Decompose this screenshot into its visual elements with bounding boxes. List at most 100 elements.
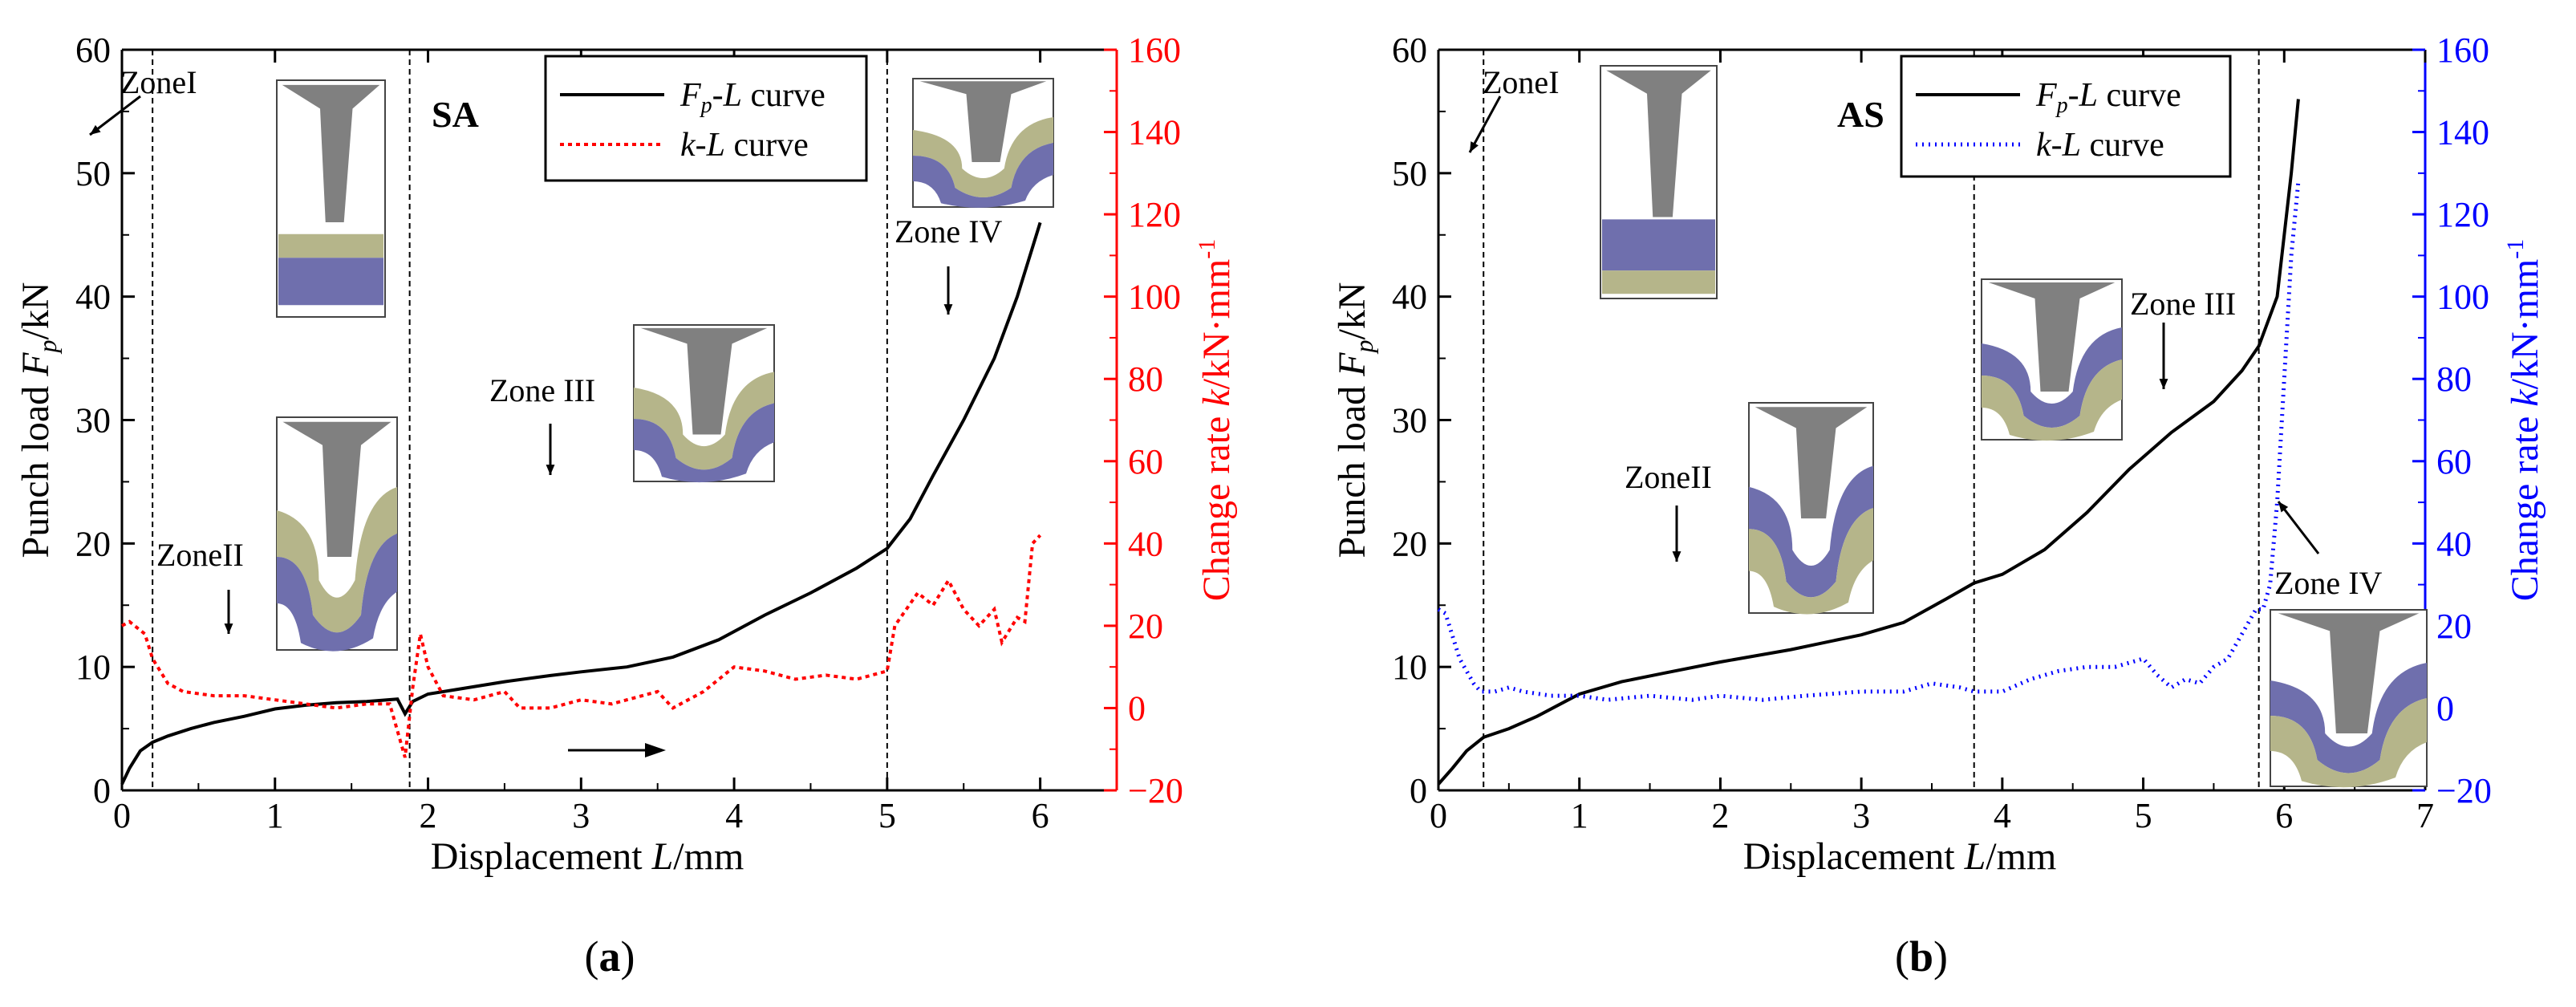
- x-tick-label: 0: [1430, 796, 1447, 835]
- label-part: (: [1895, 932, 1909, 981]
- label-part: p: [33, 340, 62, 355]
- y-right-tick-label: −20: [2436, 771, 2492, 810]
- label-part: ): [621, 932, 635, 981]
- schematic-inset: [2270, 609, 2428, 788]
- zone-arrow: [2277, 501, 2320, 554]
- zone-label: ZoneII: [156, 537, 244, 573]
- label-part: -: [2051, 127, 2063, 164]
- sheet-top-layer: [913, 117, 1053, 197]
- y-right-tick-label: 140: [1128, 113, 1181, 152]
- y-right-tick-label: −20: [1128, 771, 1183, 810]
- zone-label: ZoneI: [120, 64, 197, 100]
- label-part: /mm: [1986, 835, 2056, 878]
- x-tick-label: 2: [420, 796, 437, 835]
- chart-title: SA: [432, 94, 479, 135]
- y-left-tick-label: 60: [75, 30, 111, 70]
- legend-box: [1900, 55, 2232, 178]
- y-axis-right-label: Change rate k/kN·mm-1: [2502, 239, 2546, 602]
- zone-arrow-head: [546, 465, 555, 475]
- zone-arrow-head: [1672, 551, 1681, 562]
- y-axis-right-label: Change rate k/kN·mm-1: [1194, 239, 1238, 602]
- label-part: p: [2055, 93, 2068, 118]
- zone-arrow-head: [90, 124, 101, 135]
- y-right-tick-label: 0: [2436, 688, 2454, 728]
- legend-k-label: k-L curve: [2036, 127, 2164, 164]
- y-right-tick-label: 100: [2436, 278, 2489, 317]
- y-right-tick-label: 40: [1128, 524, 1163, 563]
- sheet-top-layer: [634, 372, 774, 470]
- label-part: b: [1909, 932, 1933, 981]
- label-part: /kN: [14, 282, 57, 340]
- y-left-tick-label: 10: [1392, 648, 1427, 687]
- panel-label: (b): [1895, 932, 1948, 981]
- y-right-tick-label: 100: [1128, 278, 1181, 317]
- label-part: /kN: [1331, 282, 1373, 340]
- zone-arrow-head: [943, 304, 953, 315]
- zone-arrow: [89, 95, 141, 136]
- schematic-inset: [912, 78, 1054, 208]
- x-tick-label: 0: [113, 796, 131, 835]
- schematic-inset: [633, 324, 775, 483]
- fp-l-curve: [120, 221, 1042, 786]
- sheet-top-layer: [278, 233, 383, 258]
- y-left-tick-label: 60: [1392, 30, 1427, 70]
- x-axis-label: Displacement L/mm: [1743, 835, 2057, 878]
- label-part: ): [1933, 932, 1948, 981]
- zone-arrow-head: [1470, 141, 1479, 152]
- chart-title: AS: [1837, 94, 1884, 135]
- label-part: -: [696, 127, 707, 164]
- y-right-tick-label: 0: [1128, 688, 1146, 728]
- y-right-tick-label: 120: [2436, 195, 2489, 234]
- label-part: F: [1331, 352, 1373, 377]
- label-part: F: [14, 352, 57, 377]
- schematic-inset: [1981, 278, 2123, 441]
- x-tick-label: 4: [1994, 796, 2011, 835]
- label-part: k: [2036, 127, 2052, 164]
- punch-shape: [1988, 282, 2116, 392]
- label-part: /mm: [673, 835, 744, 878]
- y-right-tick-label: 60: [2436, 442, 2472, 481]
- sheet-top-layer: [1749, 465, 1873, 598]
- y-left-tick-label: 40: [75, 278, 111, 317]
- label-part: L: [723, 77, 742, 114]
- x-tick-label: 7: [2416, 796, 2434, 835]
- y-axis-left-label: Punch load Fp/kN: [14, 282, 62, 558]
- label-part: k: [2504, 388, 2546, 407]
- x-tick-label: 4: [725, 796, 743, 835]
- label-part: Punch load: [1331, 376, 1373, 558]
- label-part: k: [680, 127, 696, 164]
- label-part: -1: [2502, 239, 2529, 259]
- schematic-inset: [1600, 65, 1718, 299]
- schematic-inset: [276, 79, 386, 318]
- y-left-tick-label: 40: [1392, 278, 1427, 317]
- label-part: Punch load: [14, 376, 57, 558]
- sheet-top-layer: [1982, 327, 2122, 428]
- fp-l-curve: [1437, 99, 2300, 786]
- label-part: curve: [725, 127, 809, 164]
- label-part: L: [1964, 835, 1986, 878]
- sheet-bottom-layer: [913, 143, 1053, 208]
- x-axis-label: Displacement L/mm: [431, 835, 744, 878]
- zone-label: ZoneI: [1483, 64, 1560, 100]
- sheet-bottom-layer: [1602, 219, 1715, 271]
- x-tick-label: 2: [1711, 796, 1729, 835]
- y-left-tick-label: 0: [93, 771, 111, 810]
- y-left-tick-label: 0: [1410, 771, 1427, 810]
- zone-arrow-head: [2159, 379, 2168, 389]
- label-part: Displacement: [431, 835, 652, 878]
- y-right-tick-label: 140: [2436, 113, 2489, 152]
- sheet-bottom-layer: [634, 403, 774, 483]
- y-left-tick-label: 20: [75, 524, 111, 563]
- zone-label: Zone IV: [2274, 565, 2383, 601]
- label-part: /kN·mm: [1195, 259, 1238, 390]
- punch-shape: [282, 84, 380, 223]
- label-part: L: [651, 835, 674, 878]
- y-left-tick-label: 50: [75, 154, 111, 193]
- label-part: L: [2062, 127, 2081, 164]
- label-part: F: [2035, 77, 2057, 114]
- label-part: (: [585, 932, 599, 981]
- y-right-tick-label: 160: [1128, 30, 1181, 70]
- schematic-inset: [276, 416, 398, 652]
